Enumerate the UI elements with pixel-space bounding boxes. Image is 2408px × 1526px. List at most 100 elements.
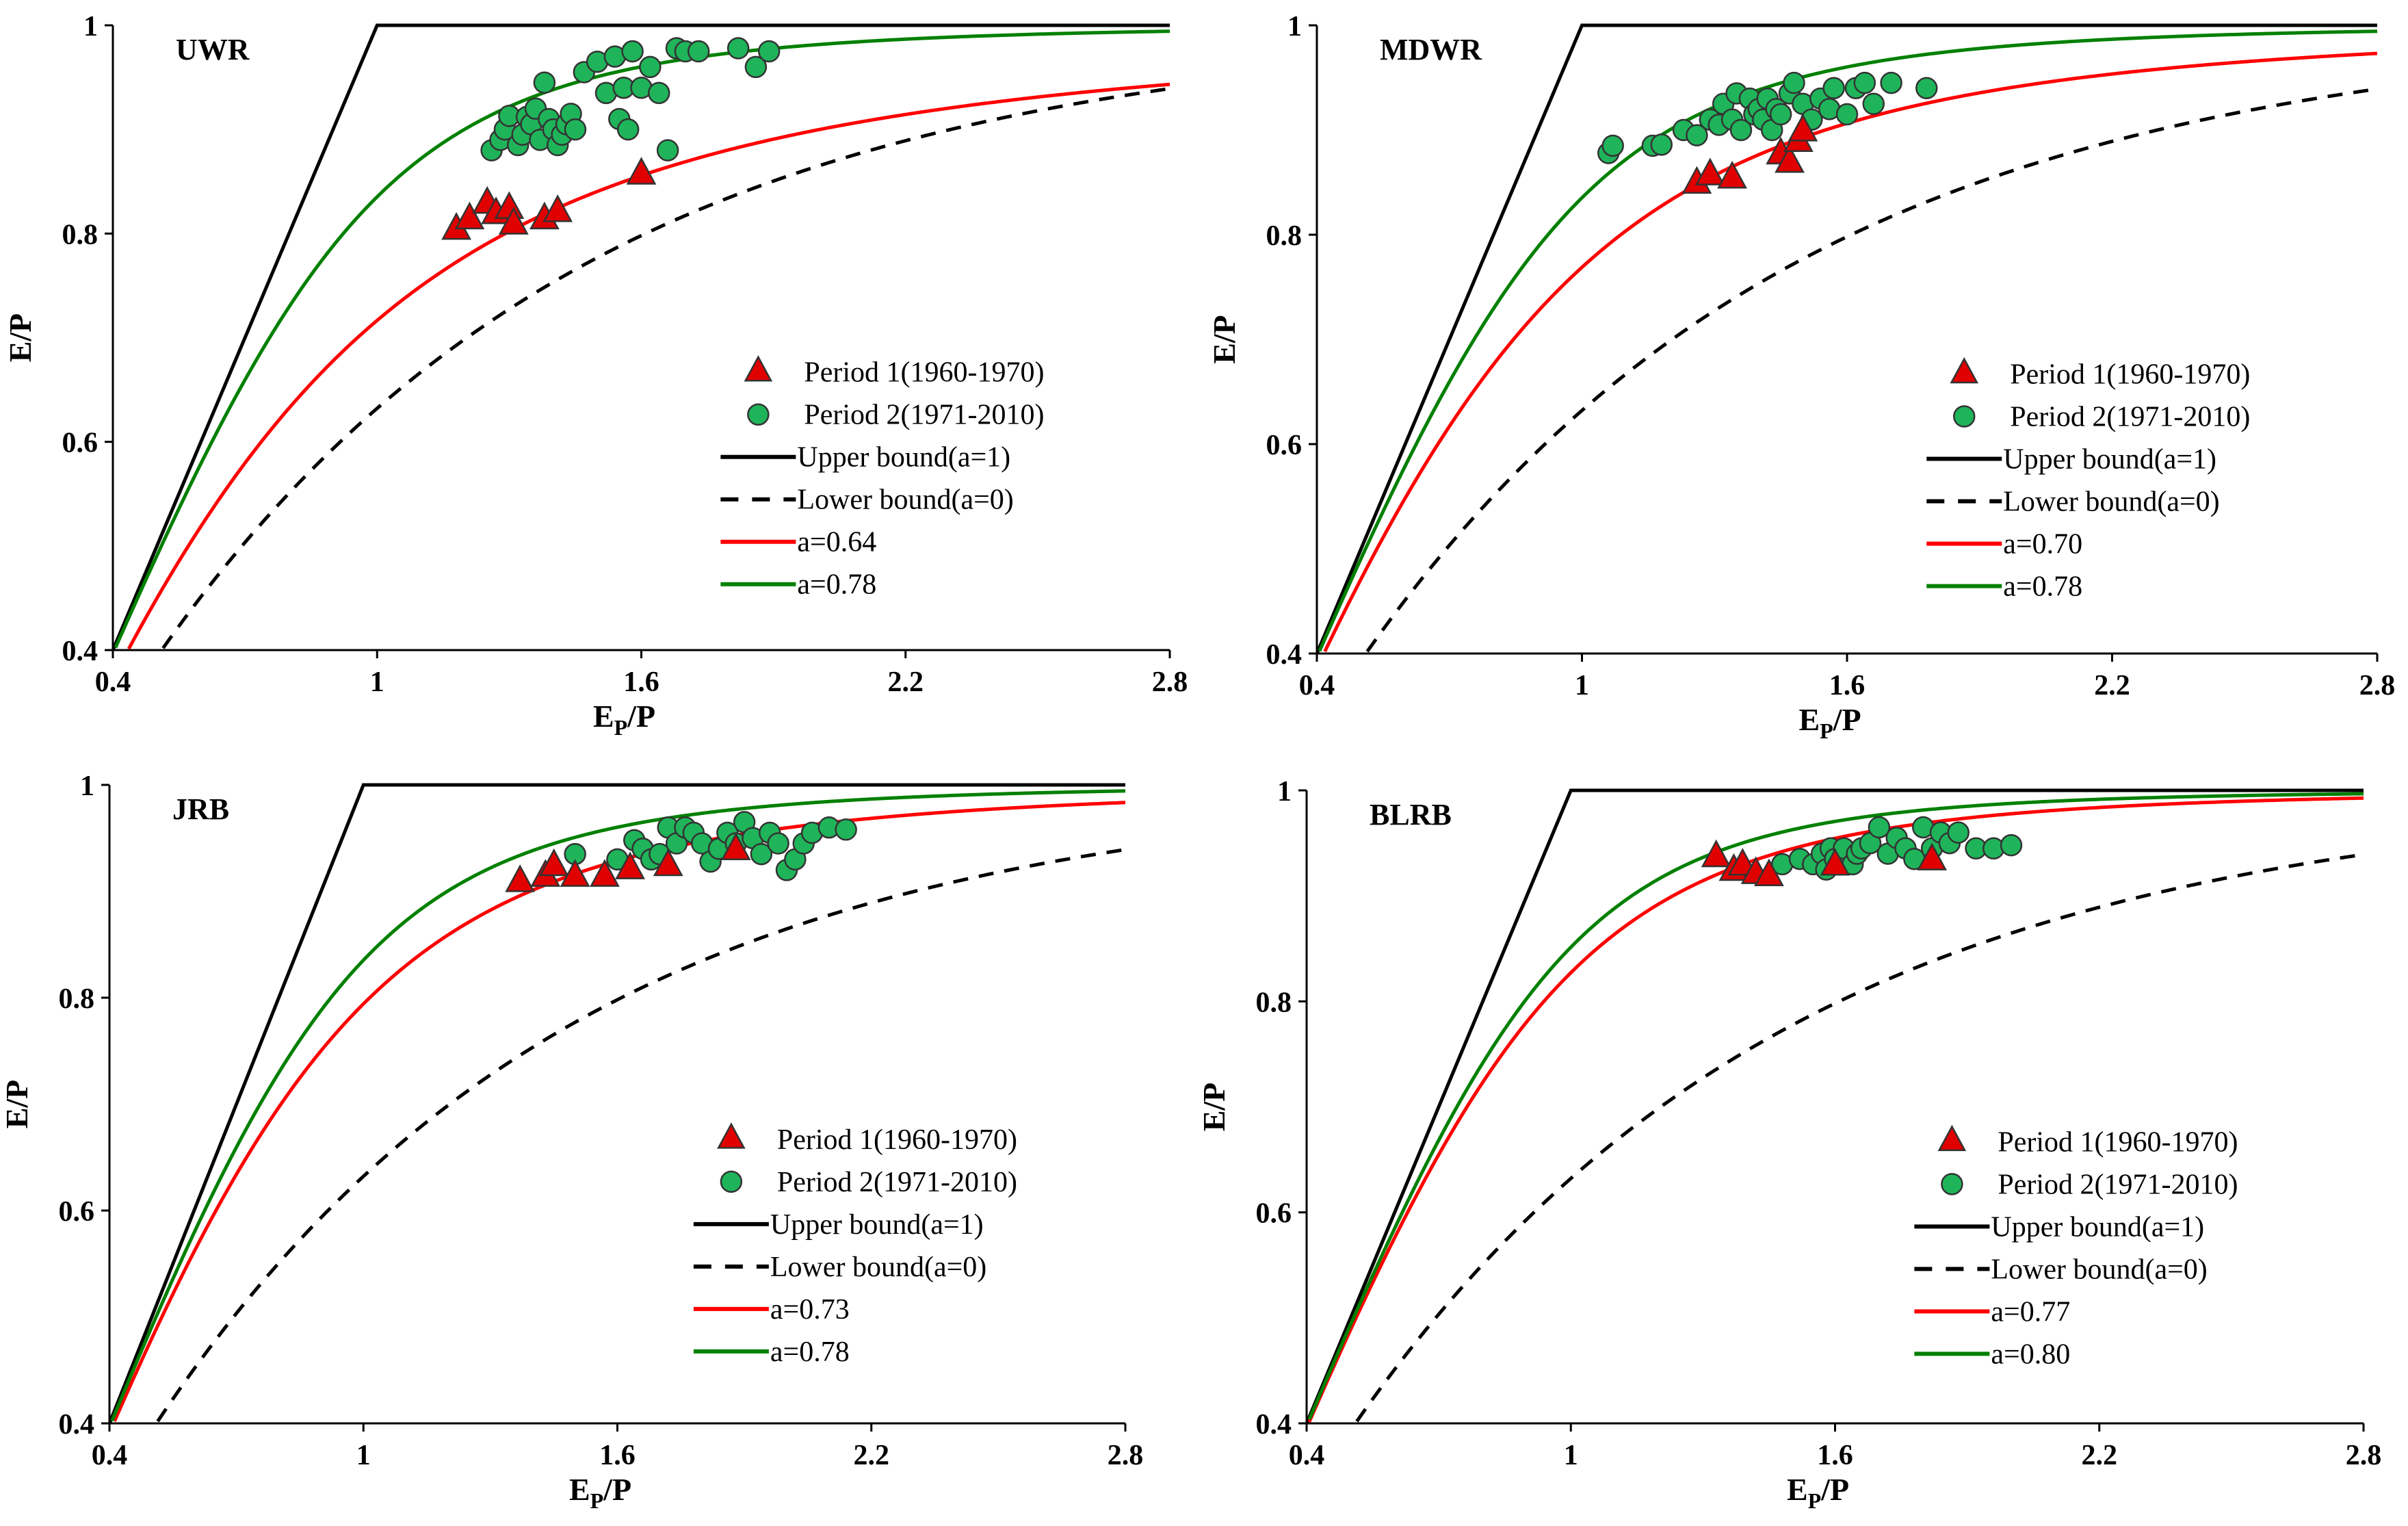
legend-label: a=0.64 [797,527,876,558]
x-tick-label: 1.6 [1817,1440,1853,1471]
legend: Period 1(1960-1970) Period 2(1971-2010) Up… [693,1122,1017,1368]
y-axis-label: E/P [1207,315,1242,364]
y-axis-label: E/P [3,313,38,363]
y-tick-label: 1 [80,771,94,802]
period2-point [1822,77,1845,100]
upper-bound-curve [1307,788,2364,1423]
legend-item: a=0.73 [693,1294,850,1325]
period2-point [757,40,781,63]
legend-label: a=0.77 [1991,1296,2070,1328]
period1-point [505,864,536,892]
x-tick-label: 2.2 [2082,1440,2118,1471]
y-tick-label: 0.4 [1256,1409,1292,1440]
period1-point [1788,114,1818,142]
x-tick-label: 1.6 [623,667,659,698]
y-tick-label: 0.6 [62,428,99,459]
period2-point [744,55,768,79]
legend-label: Period 2(1971-2010) [777,1167,1017,1198]
legend-label: Period 1(1960-1970) [2010,359,2250,390]
legend-circle-marker [1953,405,1976,428]
chart-panel-blrb: 0.4 1 1.6 2.2 2.8 0.4 0.6 0.8 1 EP/P E/P BLRB Period… [1196,776,2381,1513]
x-tick-label: 1 [1575,670,1589,701]
curve-red [1323,51,2378,653]
legend-label: a=0.80 [1991,1339,2070,1370]
legend-circle-marker [747,403,770,426]
x-axis-label: EP/P [593,699,655,740]
chart-panel-uwr: 0.4 1 1.6 2.2 2.8 0.4 0.6 0.8 1 EP/P E/P UWR Period … [3,11,1188,740]
period2-point [1601,134,1624,157]
x-tick-label: 1 [1564,1440,1578,1471]
y-tick-label: 0.6 [1256,1198,1292,1230]
legend-label: Upper bound(a=1) [2003,443,2216,475]
panel-title: UWR [176,33,250,66]
legend-item: a=0.64 [720,527,876,558]
legend-label: a=0.78 [770,1336,850,1368]
legend-label: a=0.78 [2003,571,2082,602]
x-tick-label: 2.2 [854,1440,890,1471]
legend-triangle-marker [717,1122,746,1149]
period1-point [1701,839,1731,868]
upper-bound-curve [109,783,1125,1423]
legend-item: Period 2(1971-2010) [720,1167,1017,1198]
legend-item: Period 1(1960-1970) [744,355,1045,389]
period2-point [1729,118,1753,142]
legend-item: a=0.70 [1926,528,2082,560]
upper-bound-curve [113,23,1170,650]
x-tick-label: 1.6 [1829,670,1866,701]
period2-point [1880,71,1902,94]
legend-label: a=0.73 [770,1294,850,1325]
period2-point [1769,103,1792,126]
curve-green [1307,792,2364,1421]
x-tick-label: 1 [356,1440,371,1471]
y-tick-label: 0.8 [62,219,99,250]
legend-item: Period 1(1960-1970) [717,1122,1017,1156]
legend-label: Period 2(1971-2010) [804,400,1044,431]
period2-point [621,40,644,63]
period1-point [720,832,751,860]
y-tick-label: 0.6 [59,1196,95,1228]
period2-point [750,842,773,866]
period2-point [533,71,556,94]
legend-item: a=0.77 [1914,1296,2070,1328]
chart-panel-jrb: 0.4 1 1.6 2.2 2.8 0.4 0.6 0.8 1 EP/P E/P JRB Period … [0,771,1143,1513]
period1-point [1820,848,1850,876]
legend-item: Upper bound(a=1) [693,1209,984,1241]
legend-label: Period 2(1971-2010) [1998,1169,2238,1200]
y-tick-label: 0.8 [1256,987,1292,1018]
period1-point [498,207,529,235]
period1-point [454,201,485,230]
legend-item: a=0.78 [1926,571,2082,602]
legend-triangle-marker [1950,357,1979,384]
x-tick-label: 0.4 [1289,1440,1325,1471]
legend-label: Period 1(1960-1970) [777,1124,1017,1156]
x-tick-label: 0.4 [95,667,131,698]
x-tick-label: 2.8 [1108,1440,1144,1471]
x-tick-label: 2.8 [1152,667,1188,698]
period1-point [1754,858,1784,886]
x-tick-label: 1 [370,667,384,698]
period2-point [727,37,750,60]
legend-label: Period 1(1960-1970) [1998,1126,2238,1158]
chart-panel-mdwr: 0.4 1 1.6 2.2 2.8 0.4 0.6 0.8 1 EP/P E/P MDWR Period… [1207,11,2395,743]
period2-point [1783,71,1805,94]
curve-green [114,29,1170,649]
period2-point [2000,833,2023,857]
y-tick-label: 0.4 [59,1409,95,1440]
legend-label: Lower bound(a=0) [2003,486,2219,517]
legend: Period 1(1960-1970) Period 2(1971-2010) Up… [1914,1124,2238,1370]
legend-label: Upper bound(a=1) [1991,1211,2204,1243]
period2-point [1853,71,1876,94]
y-tick-label: 1 [1287,11,1302,42]
period2-point [1686,124,1708,146]
panel-title: MDWR [1380,33,1482,66]
legend-label: Lower bound(a=0) [1991,1254,2207,1285]
legend: Period 1(1960-1970) Period 2(1971-2010) Up… [720,355,1045,601]
x-tick-label: 2.8 [2359,670,2396,701]
curve-green [110,789,1126,1422]
period1-point [590,859,620,887]
lower-bound-curve [1355,853,2364,1423]
legend-label: Period 2(1971-2010) [2010,401,2250,432]
period1-point [615,851,645,879]
period2-point [648,81,670,105]
period2-point [656,139,679,161]
